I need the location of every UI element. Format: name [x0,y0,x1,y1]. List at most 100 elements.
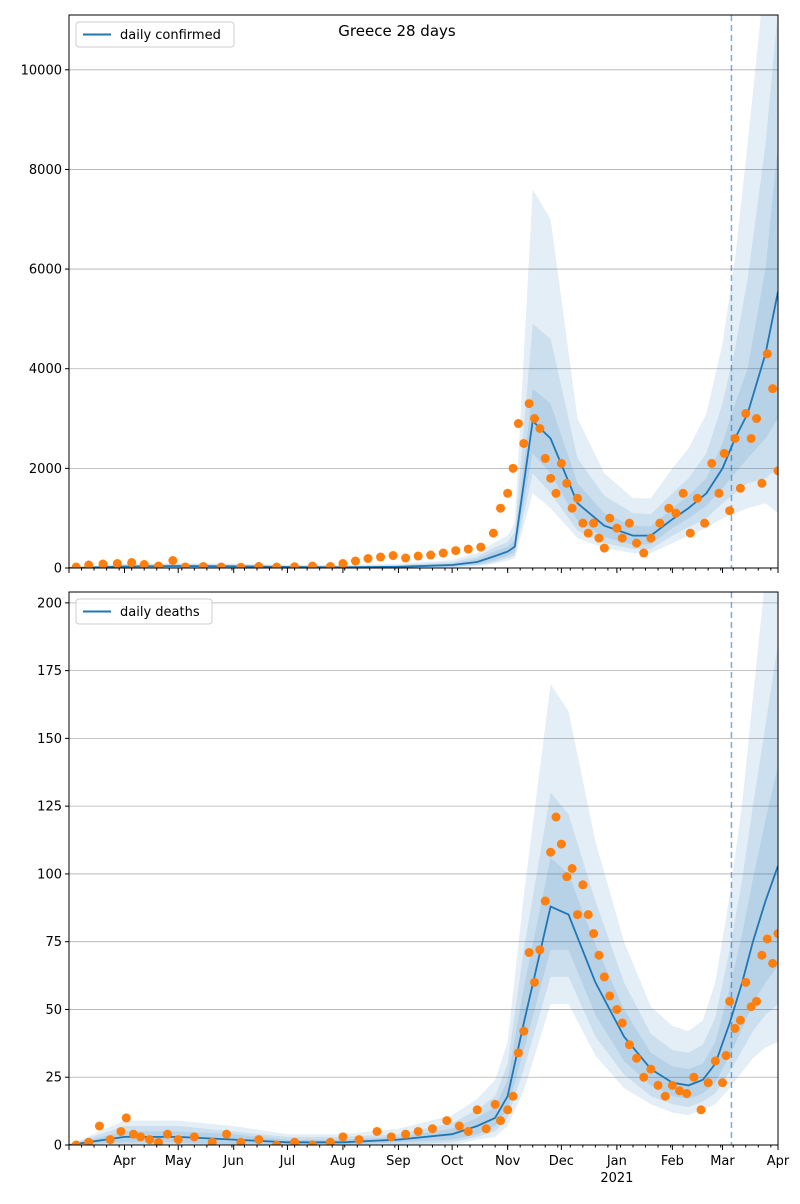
data-point [757,478,767,488]
data-point [589,929,599,939]
data-point [589,518,599,528]
data-point [216,562,226,568]
data-point [476,542,486,552]
data-point [746,433,756,443]
data-point [551,812,561,822]
data-point [562,478,572,488]
data-point [290,1137,300,1145]
data-point [741,977,751,987]
data-point [741,409,751,419]
data-point [71,562,81,568]
x-tick-label: Nov [495,1154,521,1169]
data-point [678,488,688,498]
data-point [338,559,348,568]
y-tick-label: 150 [37,732,62,747]
data-point [490,1099,500,1109]
data-point [692,493,702,503]
data-point [105,1135,115,1145]
data-point [707,458,717,468]
data-point [513,1048,523,1058]
data-point [535,945,545,955]
plot-area [69,592,778,1145]
data-point [664,503,674,513]
data-point [632,1053,642,1063]
data-point [752,414,762,424]
data-point [519,438,529,448]
data-point [427,1124,437,1134]
data-point [524,948,534,958]
data-point [583,528,593,538]
y-tick-label: 50 [45,1003,62,1018]
y-tick-label: 75 [45,935,62,950]
data-point [773,466,778,476]
data-point [721,1051,731,1061]
data-point [572,910,582,920]
data-point [646,1064,656,1074]
data-point [272,1140,282,1145]
data-point [145,1135,155,1145]
data-point [438,548,448,558]
data-point [338,1132,348,1142]
data-point [128,1129,138,1139]
x-tick-label: Oct [441,1154,463,1169]
data-point [752,996,762,1006]
data-point [530,414,540,424]
x-tick-label: Aug [330,1154,355,1169]
data-point [639,548,649,558]
data-point [667,1080,677,1090]
data-point [556,458,566,468]
data-point [442,1116,452,1126]
data-point [700,518,710,528]
data-point [599,543,609,553]
data-point [725,996,735,1006]
uncertainty-band [69,643,778,1145]
data-point [594,950,604,960]
data-point [730,433,740,443]
x-year-label: 2021 [600,1171,633,1186]
data-point [180,562,190,568]
data-point [612,523,622,533]
x-tick-label: Apr [113,1154,136,1169]
data-point [162,1129,172,1139]
data-point [116,1126,126,1136]
data-point [173,1135,183,1145]
data-point [84,560,94,568]
data-point [127,558,137,568]
y-tick-label: 0 [54,1139,62,1154]
y-tick-label: 0 [54,562,62,577]
data-point [376,552,386,562]
data-point [735,483,745,493]
data-point [696,1105,706,1115]
data-point [703,1078,713,1088]
x-tick-label: Sep [386,1154,411,1169]
data-point [605,513,615,523]
legend: daily confirmed [75,21,235,48]
data-point [524,399,534,409]
figure-title: Greece 28 days [338,22,456,40]
data-point [617,533,627,543]
data-point [530,977,540,987]
x-tick-label: May [165,1154,192,1169]
data-point [671,508,681,518]
data-point [71,1140,81,1145]
data-point [617,1018,627,1028]
data-point [535,424,545,434]
data-point [272,562,282,568]
x-tick-label: Jan [606,1154,627,1169]
data-point [307,561,317,568]
data-point [655,518,665,528]
data-point [768,384,778,394]
data-point [546,473,556,483]
data-point [762,349,772,359]
y-tick-label: 25 [45,1071,62,1086]
data-point [551,488,561,498]
data-point [714,488,724,498]
x-tick-label: Feb [661,1154,684,1169]
data-point [222,1129,232,1139]
data-point [508,463,518,473]
data-point [325,1137,335,1145]
data-point [94,1121,104,1131]
data-point [350,556,360,566]
data-point [290,562,300,568]
data-point [503,488,513,498]
